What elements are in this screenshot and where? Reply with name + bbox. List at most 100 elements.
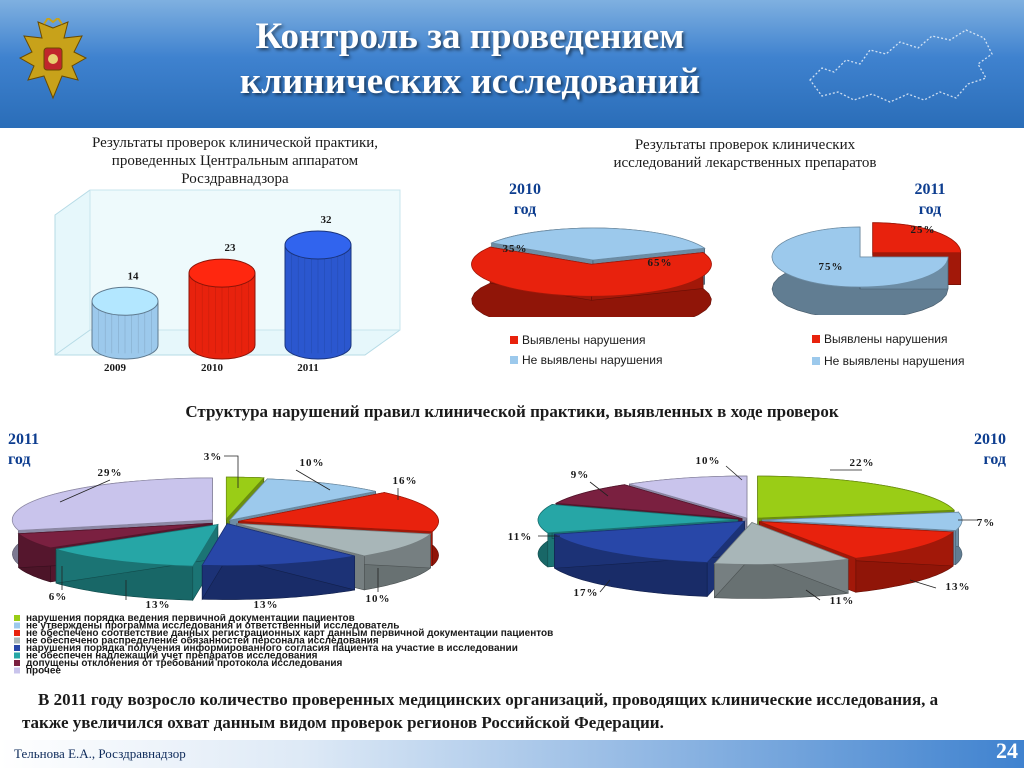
slice-consent — [553, 520, 746, 563]
page-title: Контроль за проведением клинических иссл… — [150, 14, 790, 104]
legend-swatch — [14, 652, 20, 659]
slice-found — [471, 246, 712, 297]
legend-swatch-blue — [510, 356, 518, 364]
title-line-1: Контроль за проведением — [255, 16, 685, 57]
year-2011-label: 2011 — [8, 431, 40, 448]
bar-value-label: 32 — [321, 214, 333, 226]
slice-not-found — [771, 226, 949, 288]
slice-value-label: 11% — [508, 531, 532, 543]
slice-value-label: 22% — [850, 457, 875, 469]
slice-crf-mismatch — [759, 521, 955, 559]
header-banner — [0, 0, 1024, 128]
slice-value-label: 17% — [574, 587, 599, 599]
structure-legend: нарушения порядка ведения первичной доку… — [14, 614, 553, 677]
legend-not-found-label: Не выявлены нарушения — [522, 353, 663, 367]
legend-item-label: не обеспечено распределение обязанностей… — [26, 635, 379, 647]
page-number: 24 — [996, 738, 1018, 763]
bar-category-label: 2011 — [297, 362, 318, 374]
slice-value-label: 25% — [911, 224, 936, 236]
slice-program-not-approved — [228, 478, 376, 521]
leader-line — [909, 579, 937, 589]
legend-item-label: не обеспечен надлежащий учет препаратов … — [26, 650, 318, 662]
author-credit: Тельнова Е.А., Росздравнадзор — [14, 746, 186, 761]
leader-line — [805, 589, 821, 601]
pie-2010-year: 2010 год — [495, 180, 555, 220]
legend-swatch — [14, 615, 20, 621]
eagle-emblem-icon — [18, 18, 88, 100]
structure-2011-year: 2011 год — [8, 430, 64, 470]
structure-2011-pie: 3% 10% 16% 10% 13% 13% 6% 29% — [11, 451, 439, 611]
pie-2011-year: 2011 год — [900, 180, 960, 220]
slice-primary-docs — [757, 475, 955, 519]
bar-2010 — [188, 258, 256, 360]
slice-value-label: 13% — [146, 599, 171, 611]
year-2010-label: 2010 — [974, 431, 1006, 448]
legend-swatch — [14, 630, 20, 636]
slice-consent — [201, 523, 355, 567]
slice-duties — [713, 522, 849, 565]
slice-duties — [236, 523, 432, 557]
slice-value-label: 11% — [830, 595, 854, 607]
slice-program-not-approved — [761, 511, 963, 531]
leader-line — [589, 481, 609, 497]
bar-2009 — [91, 286, 159, 360]
slice-not-found — [490, 227, 706, 261]
slice-value-label: 13% — [254, 599, 279, 611]
slice-crf-mismatch — [238, 492, 439, 533]
year-2011-label: 2011 — [914, 181, 946, 198]
year-2011-suffix: год — [918, 201, 942, 218]
pie-top-caption: Результаты проверок клинических исследов… — [540, 136, 950, 172]
slice-drug-accounting — [537, 504, 739, 534]
bar-category-label: 2010 — [201, 362, 224, 374]
bar-value-label: 23 — [225, 242, 237, 254]
leader-line — [725, 465, 743, 481]
bar-caption-line-3: Росздравнадзора — [181, 171, 289, 187]
slice-primary-docs — [225, 476, 265, 521]
bar-chart-caption: Результаты проверок клинической практики… — [30, 134, 440, 188]
legend-found-item: Выявлены нарушения — [812, 328, 965, 350]
footer-bar — [0, 740, 1024, 768]
legend-found-label: Выявлены нарушения — [522, 333, 646, 347]
legend-item-label: нарушения порядка ведения первичной доку… — [26, 614, 355, 624]
slice-other — [629, 475, 748, 519]
year-2010-suffix: год — [513, 201, 537, 218]
slice-value-label: 35% — [503, 243, 528, 255]
legend-item-label: прочее — [26, 666, 61, 677]
legend-item-label: нарушения порядка получения информирован… — [26, 642, 518, 654]
bar-chart: 14 2009 23 2010 32 2011 — [54, 189, 401, 374]
leader-line — [295, 469, 331, 491]
leader-line — [224, 455, 239, 488]
summary-text: В 2011 году возросло количество проверен… — [22, 690, 939, 732]
slice-value-label: 10% — [366, 593, 391, 605]
pie-2010-legend: Выявлены нарушения Не выявлены нарушения — [510, 330, 663, 370]
bar-caption-line-1: Результаты проверок клинической практики… — [91, 135, 379, 151]
pie-caption-line-1: Результаты проверок клинических — [634, 137, 856, 153]
slice-value-label: 16% — [393, 475, 418, 487]
slice-value-label: 65% — [648, 257, 673, 269]
bar-2011 — [284, 230, 352, 360]
legend-swatch — [14, 645, 20, 651]
legend-not-found-label: Не выявлены нарушения — [824, 354, 965, 368]
slice-value-label: 13% — [946, 581, 971, 593]
slice-value-label: 9% — [571, 469, 590, 481]
slice-value-label: 7% — [977, 517, 996, 529]
legend-not-found-item: Не выявлены нарушения — [510, 350, 663, 370]
year-2011-suffix: год — [8, 451, 31, 468]
legend-not-found-item: Не выявлены нарушения — [812, 350, 965, 372]
leader-line — [59, 479, 111, 503]
slice-value-label: 3% — [204, 451, 223, 463]
slice-protocol-deviation — [17, 522, 213, 549]
legend-swatch-blue — [812, 357, 820, 365]
slice-protocol-deviation — [554, 484, 743, 520]
legend-item-label: не утверждены программа исследования и о… — [26, 621, 399, 632]
structure-2010-year: 2010 год — [950, 430, 1006, 470]
legend-item-label: не обеспечено соответствие данных регист… — [26, 627, 553, 639]
legend-item-label: допущены отклонения от требований проток… — [26, 657, 343, 669]
title-line-2: клинических исследований — [239, 61, 701, 102]
leader-line — [599, 579, 611, 593]
slice-drug-accounting — [55, 524, 219, 567]
structure-title: Структура нарушений правил клинической п… — [185, 402, 839, 421]
slice-value-label: 10% — [300, 457, 325, 469]
legend-swatch-red — [510, 336, 518, 344]
slice-found — [872, 222, 962, 254]
